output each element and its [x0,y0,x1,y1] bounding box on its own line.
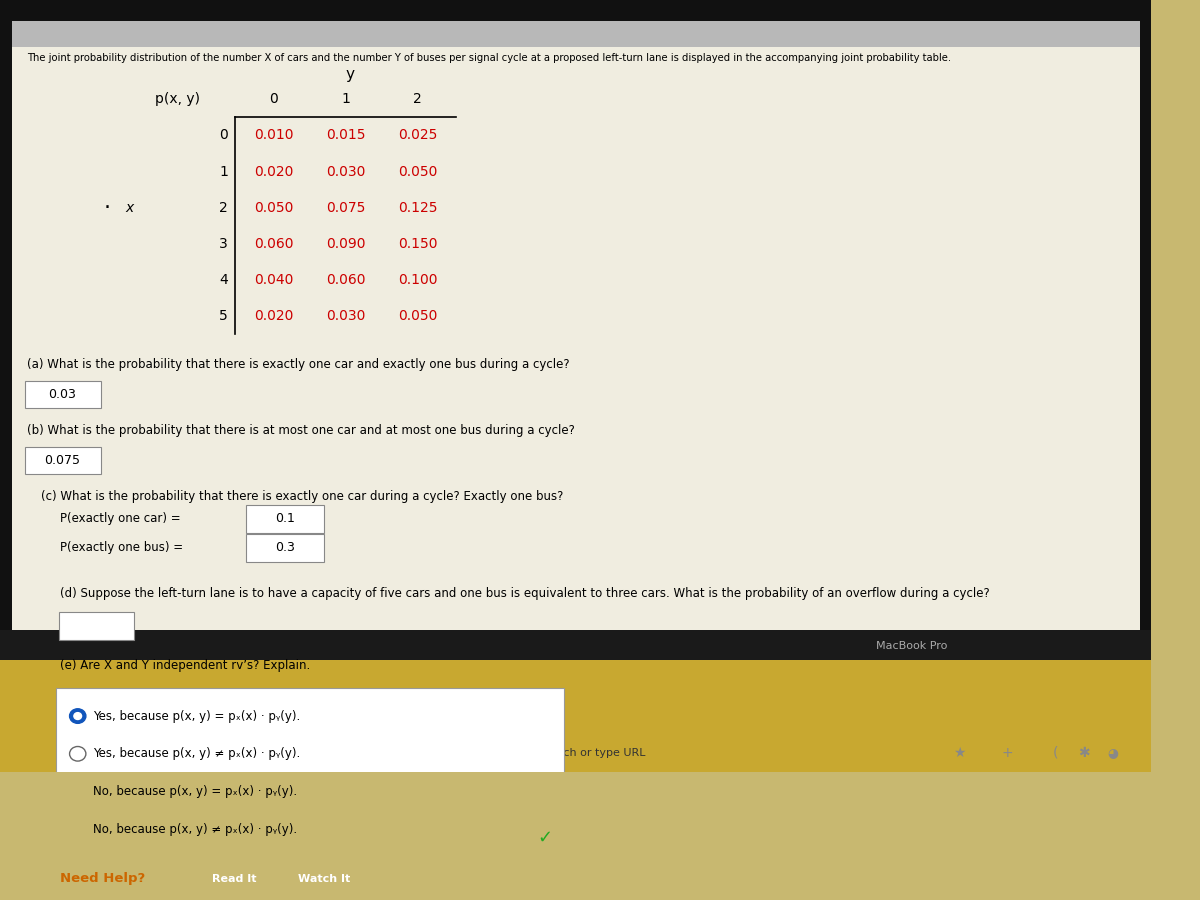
Text: 0.050: 0.050 [397,165,437,178]
Text: 0.050: 0.050 [253,201,293,214]
Text: 0: 0 [220,129,228,142]
FancyBboxPatch shape [59,612,134,640]
Text: No, because p(x, y) ≠ pₓ(x) · pᵧ(y).: No, because p(x, y) ≠ pₓ(x) · pᵧ(y). [94,823,298,836]
Text: (a) What is the probability that there is exactly one car and exactly one bus du: (a) What is the probability that there i… [26,357,570,371]
Text: Watch It: Watch It [298,874,350,884]
FancyBboxPatch shape [25,446,101,474]
Text: +: + [1002,746,1013,760]
Text: (b) What is the probability that there is at most one car and at most one bus du: (b) What is the probability that there i… [26,424,575,436]
FancyBboxPatch shape [191,863,277,896]
Text: (c) What is the probability that there is exactly one car during a cycle? Exactl: (c) What is the probability that there i… [41,490,564,503]
Text: 0.1: 0.1 [275,512,295,526]
Text: ◕: ◕ [1108,746,1118,760]
FancyBboxPatch shape [12,47,1140,630]
Text: P(exactly one bus) =: P(exactly one bus) = [60,542,184,554]
FancyBboxPatch shape [0,656,1152,772]
Circle shape [70,746,86,761]
Text: 0.050: 0.050 [397,309,437,322]
Text: x: x [126,201,133,214]
FancyBboxPatch shape [281,863,367,896]
Text: ✱: ✱ [1079,746,1090,760]
Text: ·: · [104,197,110,218]
Text: y: y [346,68,355,82]
Text: 0.075: 0.075 [325,201,365,214]
Text: 0.060: 0.060 [325,273,365,286]
Text: 0: 0 [269,92,278,105]
Text: 5: 5 [220,309,228,322]
FancyBboxPatch shape [12,22,1140,630]
Text: Yes, because p(x, y) ≠ pₓ(x) · pᵧ(y).: Yes, because p(x, y) ≠ pₓ(x) · pᵧ(y). [94,747,300,760]
Text: 0.030: 0.030 [325,309,365,322]
Text: 0.060: 0.060 [253,237,293,250]
Text: (e) Are X and Y independent rv’s? Explain.: (e) Are X and Y independent rv’s? Explai… [60,660,311,672]
Text: 2: 2 [413,92,421,105]
Text: MacBook Pro: MacBook Pro [876,641,947,651]
Text: 3: 3 [220,237,228,250]
Text: 1: 1 [220,165,228,178]
Text: No, because p(x, y) = pₓ(x) · pᵧ(y).: No, because p(x, y) = pₓ(x) · pᵧ(y). [94,785,298,798]
Text: p(x, y): p(x, y) [155,92,200,105]
Circle shape [70,709,86,724]
Text: (d) Suppose the left-turn lane is to have a capacity of five cars and one bus is: (d) Suppose the left-turn lane is to hav… [60,587,990,599]
Text: 0.020: 0.020 [253,165,293,178]
Text: The joint probability distribution of the number X of cars and the number Y of b: The joint probability distribution of th… [26,53,950,63]
Circle shape [70,784,86,799]
Text: 0.075: 0.075 [44,454,80,467]
Text: 0.150: 0.150 [397,237,437,250]
Text: 4: 4 [220,273,228,286]
Text: 1: 1 [341,92,350,105]
Text: 0.040: 0.040 [253,273,293,286]
Text: 0.030: 0.030 [325,165,365,178]
Text: (: ( [1052,746,1058,760]
Text: 0.020: 0.020 [253,309,293,322]
Text: 0.090: 0.090 [325,237,365,250]
Text: Read It: Read It [212,874,257,884]
Text: 2: 2 [220,201,228,214]
Text: Need Help?: Need Help? [60,872,145,886]
Text: Yes, because p(x, y) = pₓ(x) · pᵧ(y).: Yes, because p(x, y) = pₓ(x) · pᵧ(y). [94,709,300,723]
FancyBboxPatch shape [55,688,564,858]
Text: ✓: ✓ [538,829,552,847]
Circle shape [70,822,86,836]
Text: 0.015: 0.015 [325,129,365,142]
FancyBboxPatch shape [25,381,101,409]
FancyBboxPatch shape [246,505,324,533]
FancyBboxPatch shape [12,22,1140,47]
FancyBboxPatch shape [0,630,1152,661]
FancyBboxPatch shape [0,0,1152,639]
Text: 0.03: 0.03 [48,388,77,401]
Text: 0.100: 0.100 [397,273,437,286]
Text: 0.3: 0.3 [275,542,295,554]
Circle shape [74,713,82,719]
Text: P(exactly one car) =: P(exactly one car) = [60,512,181,526]
Text: 0.010: 0.010 [253,129,293,142]
Text: 0.125: 0.125 [397,201,437,214]
Text: Ⓖ Search or type URL: Ⓖ Search or type URL [528,748,646,758]
Text: ★: ★ [953,746,966,760]
FancyBboxPatch shape [246,535,324,562]
Text: 0.025: 0.025 [397,129,437,142]
